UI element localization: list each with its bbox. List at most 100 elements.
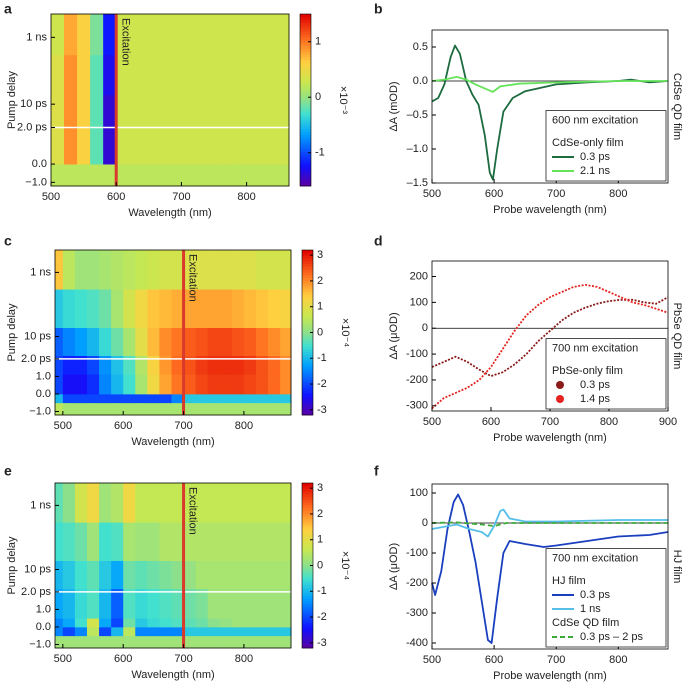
heatmap-cell — [159, 607, 172, 619]
colorbar-swatch — [300, 157, 311, 161]
y-tick-label: 10 ps — [24, 330, 51, 342]
colorbar-swatch — [302, 573, 313, 577]
colorbar-swatch — [300, 111, 311, 115]
heatmap-cell — [86, 635, 100, 649]
heatmap-cell — [55, 374, 64, 386]
colorbar-swatch — [302, 529, 313, 533]
heatmap-cell — [171, 355, 184, 375]
legend-label: 0.3 ps — [580, 589, 610, 601]
colorbar-swatch — [302, 277, 313, 281]
y-tick-label: 1 ns — [30, 499, 51, 511]
colorbar-swatch — [300, 97, 311, 101]
colorbar-tick-label: -2 — [317, 611, 327, 623]
heatmap-cell — [99, 385, 112, 395]
colorbar-swatch — [302, 590, 313, 594]
legend-label: 2.1 ns — [580, 165, 610, 177]
colorbar-swatch — [302, 510, 313, 514]
colorbar-swatch — [300, 145, 311, 150]
heatmap-cell — [219, 618, 233, 628]
heatmap-cell — [155, 94, 169, 125]
colorbar-swatch — [300, 16, 311, 21]
heatmap-cell — [285, 14, 290, 56]
heatmap-cell — [259, 94, 274, 125]
colorbar-swatch — [302, 557, 313, 561]
heatmap-cell — [231, 588, 245, 608]
heatmap-cell — [280, 635, 292, 649]
heatmap-cell — [135, 393, 148, 404]
legend-group: CdSe QD film — [552, 617, 619, 629]
heatmap-cell — [231, 393, 245, 404]
colorbar-swatch — [300, 71, 311, 75]
heatmap-cell — [243, 250, 257, 290]
colorbar-swatch — [300, 117, 311, 121]
heatmap-cell — [220, 54, 234, 96]
colorbar-swatch — [302, 631, 313, 635]
colorbar-swatch — [300, 45, 311, 49]
colorbar-swatch — [302, 626, 313, 630]
colorbar-swatch — [302, 554, 313, 558]
legend-marker — [556, 381, 564, 389]
plot-frame — [54, 249, 292, 416]
heatmap-cell — [159, 626, 172, 637]
heatmap-cell — [171, 618, 184, 628]
heatmap-cell — [183, 385, 197, 395]
heatmap-cell — [62, 588, 76, 608]
heatmap-cell — [111, 522, 124, 561]
heatmap-cell — [268, 250, 281, 290]
heatmap-cell — [74, 374, 88, 386]
heatmap-cell — [207, 560, 221, 590]
colorbar-swatch — [302, 296, 313, 300]
heatmap-cell — [129, 54, 143, 96]
y-tick-label: –1.5 — [407, 177, 428, 189]
heatmap-cell — [219, 393, 233, 404]
heatmap-cell — [171, 393, 184, 404]
heatmap-cell — [183, 483, 197, 523]
colorbar-swatch — [302, 307, 313, 311]
heatmap-cell — [111, 327, 124, 357]
panel-letter: a — [4, 1, 12, 17]
heatmap-cell — [147, 607, 160, 619]
colorbar-swatch — [300, 19, 311, 23]
heatmap-cell — [129, 124, 143, 144]
heatmap-cell — [142, 54, 156, 96]
heatmap-cell — [280, 402, 292, 416]
colorbar-swatch — [302, 527, 313, 531]
heatmap-cell — [51, 143, 65, 156]
heatmap-cell — [147, 626, 160, 637]
heatmap-cell — [255, 355, 269, 375]
y-tick-label: 1.0 — [36, 370, 51, 382]
colorbar-swatch — [302, 546, 313, 550]
legend-marker — [556, 395, 564, 403]
heatmap-cell — [219, 385, 233, 395]
heatmap-cell — [55, 355, 64, 375]
colorbar-swatch — [302, 371, 313, 375]
heatmap-cell — [207, 588, 221, 608]
heatmap-cell — [86, 560, 100, 590]
colorbar-swatch — [302, 584, 313, 588]
colorbar-swatch — [302, 645, 313, 649]
x-tick-label: 800 — [235, 653, 253, 665]
colorbar-swatch — [302, 491, 313, 495]
colorbar-swatch — [302, 543, 313, 547]
colorbar-swatch — [302, 272, 313, 276]
colorbar-tick-label: 0 — [317, 559, 323, 571]
heatmap-cell — [255, 327, 269, 357]
heatmap-cell — [99, 626, 112, 637]
heatmap-cell — [207, 522, 221, 561]
colorbar-swatch — [300, 148, 311, 152]
heatmap-cell — [207, 607, 221, 619]
colorbar-tick-label: -3 — [317, 404, 327, 416]
colorbar-swatch — [302, 617, 313, 621]
heatmap-cell — [207, 164, 221, 174]
y-tick-label: 1.0 — [36, 603, 51, 615]
x-tick-label: 700 — [174, 653, 192, 665]
heatmap-cell — [171, 289, 184, 328]
heatmap-cell — [111, 289, 124, 328]
colorbar-swatch — [302, 291, 313, 295]
y-tick-label: -100 — [406, 348, 428, 360]
heatmap-cell — [183, 289, 197, 328]
colorbar-swatch — [300, 48, 311, 52]
colorbar-swatch — [302, 324, 313, 328]
heatmap-cell — [135, 588, 148, 608]
heatmap-cell — [195, 385, 209, 395]
